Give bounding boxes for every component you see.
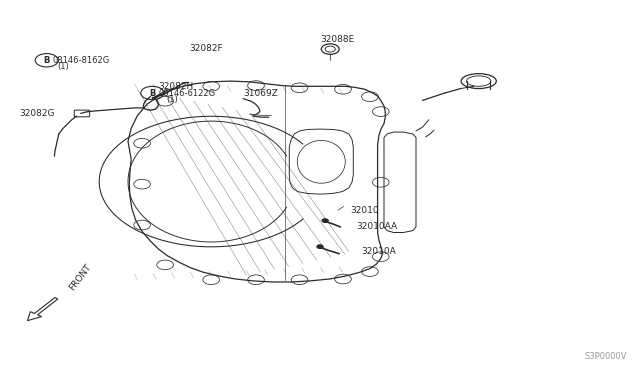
FancyArrow shape: [28, 298, 58, 321]
Text: (1): (1): [58, 62, 69, 71]
Text: B: B: [44, 56, 50, 65]
Text: S3P0000V: S3P0000V: [585, 352, 627, 361]
Text: 32010AA: 32010AA: [356, 222, 397, 231]
Circle shape: [322, 219, 328, 222]
Text: 32082F: 32082F: [189, 44, 223, 53]
Text: B: B: [149, 89, 156, 97]
Text: 08146-8162G: 08146-8162G: [52, 56, 109, 65]
Text: 32082H: 32082H: [159, 82, 194, 91]
Text: 32010: 32010: [351, 206, 380, 215]
Text: 32088E: 32088E: [320, 35, 355, 44]
Text: 32082G: 32082G: [19, 109, 54, 118]
Text: 32010A: 32010A: [362, 247, 396, 256]
Text: FRONT: FRONT: [67, 262, 93, 292]
Text: 31069Z: 31069Z: [243, 89, 278, 98]
Text: (1): (1): [166, 95, 178, 104]
Text: 08146-6122G: 08146-6122G: [159, 89, 216, 97]
Circle shape: [317, 245, 323, 248]
